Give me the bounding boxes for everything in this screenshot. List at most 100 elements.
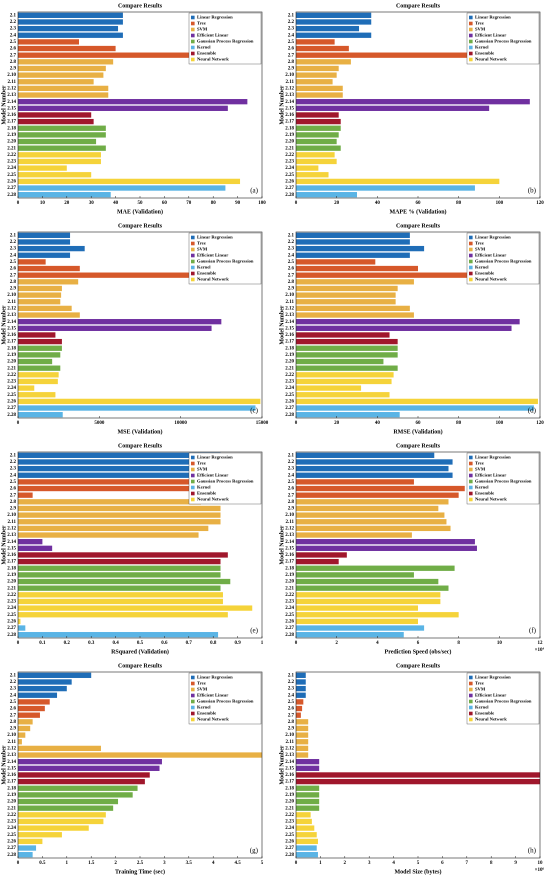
legend-box bbox=[188, 232, 262, 285]
x-tick-label: 2 bbox=[114, 861, 117, 866]
y-axis-label: Model Number bbox=[279, 85, 285, 124]
y-tick-label: 2.20 bbox=[7, 580, 16, 585]
y-tick-label: 2.17 bbox=[285, 120, 294, 125]
y-tick-label: 2.20 bbox=[7, 800, 16, 805]
bar bbox=[296, 719, 309, 725]
bar bbox=[296, 792, 320, 798]
bar bbox=[296, 672, 306, 678]
y-tick-label: 2.28 bbox=[7, 413, 16, 418]
y-tick-label: 2.3 bbox=[288, 27, 295, 32]
y-tick-label: 2.21 bbox=[7, 586, 16, 591]
y-tick-label: 2.22 bbox=[285, 813, 294, 818]
x-tick-label: 4.5 bbox=[234, 861, 241, 866]
y-tick-label: 2.12 bbox=[7, 87, 16, 92]
y-tick-label: 2.5 bbox=[288, 700, 295, 705]
y-tick-label: 2.9 bbox=[10, 67, 17, 72]
y-tick-label: 2.22 bbox=[7, 813, 16, 818]
bar bbox=[296, 765, 320, 771]
y-tick-label: 2.27 bbox=[285, 186, 294, 191]
y-tick-label: 2.8 bbox=[288, 720, 295, 725]
chart-title: Compare Results bbox=[396, 3, 441, 9]
y-tick-label: 2.23 bbox=[285, 160, 294, 165]
y-tick-label: 2.10 bbox=[285, 513, 294, 518]
bar bbox=[18, 305, 72, 312]
legend-label: Tree bbox=[475, 241, 484, 246]
bar bbox=[18, 165, 67, 171]
y-tick-label: 2.17 bbox=[7, 120, 16, 125]
bar bbox=[18, 365, 61, 371]
bar bbox=[18, 625, 26, 631]
x-tick-label: 3.5 bbox=[186, 861, 193, 866]
legend-swatch bbox=[191, 57, 195, 62]
y-tick-label: 2.19 bbox=[7, 573, 16, 578]
bar bbox=[18, 412, 63, 418]
bar bbox=[18, 338, 62, 345]
legend-swatch bbox=[469, 277, 473, 282]
bar bbox=[296, 412, 400, 418]
y-tick-label: 2.1 bbox=[288, 233, 295, 238]
bar bbox=[18, 812, 106, 818]
y-axis-label: Model Number bbox=[1, 305, 7, 344]
bar bbox=[296, 105, 490, 111]
bar bbox=[18, 152, 101, 158]
bar bbox=[18, 405, 256, 411]
y-tick-label: 2.26 bbox=[285, 840, 294, 845]
x-exponent-label: ×10⁶ bbox=[535, 867, 545, 873]
bar bbox=[296, 265, 418, 272]
y-tick-label: 2.3 bbox=[10, 27, 17, 32]
bar bbox=[296, 325, 512, 331]
bar bbox=[296, 725, 309, 732]
bar bbox=[296, 12, 372, 18]
bar bbox=[18, 358, 53, 365]
legend-label: Efficient Linear bbox=[475, 253, 506, 258]
y-tick-label: 2.24 bbox=[285, 826, 294, 831]
bar bbox=[296, 558, 339, 565]
y-tick-label: 2.4 bbox=[288, 33, 295, 38]
y-tick-label: 2.18 bbox=[285, 786, 294, 791]
y-tick-label: 2.22 bbox=[7, 153, 16, 158]
bar bbox=[18, 378, 58, 385]
bar bbox=[18, 319, 222, 325]
bar bbox=[296, 165, 319, 171]
bar bbox=[18, 232, 71, 238]
x-tick-label: 0 bbox=[17, 641, 20, 646]
y-tick-label: 2.6 bbox=[10, 267, 17, 272]
bar bbox=[296, 138, 337, 145]
bar bbox=[18, 578, 231, 585]
y-tick-label: 2.3 bbox=[10, 247, 17, 252]
y-tick-label: 2.24 bbox=[285, 166, 294, 171]
bar bbox=[296, 532, 412, 538]
bar bbox=[296, 752, 309, 758]
bar bbox=[18, 172, 92, 178]
y-tick-label: 2.17 bbox=[7, 780, 16, 785]
legend-swatch bbox=[469, 33, 473, 38]
x-tick-label: 30 bbox=[89, 201, 95, 206]
bar bbox=[18, 265, 80, 272]
legend-swatch bbox=[191, 681, 195, 686]
legend-label: Tree bbox=[475, 461, 484, 466]
legend-swatch bbox=[191, 455, 195, 460]
legend-label: Ensemble bbox=[197, 491, 216, 496]
y-tick-label: 2.20 bbox=[7, 140, 16, 145]
y-tick-label: 2.10 bbox=[285, 73, 294, 78]
y-tick-label: 2.6 bbox=[288, 707, 295, 712]
y-tick-label: 2.1 bbox=[10, 233, 17, 238]
legend-label: Gaussian Process Regression bbox=[475, 259, 532, 264]
x-tick-label: 2 bbox=[335, 641, 338, 646]
bar bbox=[18, 299, 61, 305]
x-tick-label: 10000 bbox=[174, 421, 187, 426]
x-tick-label: 5 bbox=[261, 861, 264, 866]
y-tick-label: 2.15 bbox=[7, 546, 16, 551]
y-tick-label: 2.13 bbox=[285, 313, 294, 318]
legend-swatch bbox=[469, 57, 473, 62]
y-tick-label: 2.3 bbox=[10, 687, 17, 692]
x-tick-label: 60 bbox=[416, 421, 422, 426]
legend-swatch bbox=[469, 51, 473, 56]
legend-swatch bbox=[191, 675, 195, 680]
bar bbox=[296, 272, 536, 278]
bar bbox=[296, 92, 343, 98]
bar bbox=[18, 705, 45, 712]
x-tick-label: 0 bbox=[295, 201, 298, 206]
y-tick-label: 2.10 bbox=[7, 73, 16, 78]
y-tick-label: 2.9 bbox=[10, 727, 17, 732]
